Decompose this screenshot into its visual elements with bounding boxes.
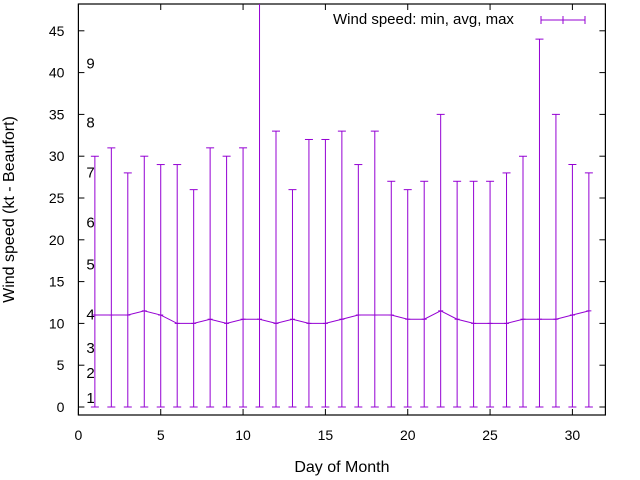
svg-text:25: 25 bbox=[482, 427, 498, 443]
svg-text:5: 5 bbox=[57, 357, 65, 373]
svg-text:7: 7 bbox=[86, 164, 94, 181]
svg-text:8: 8 bbox=[86, 114, 94, 131]
svg-text:2: 2 bbox=[86, 365, 94, 382]
svg-text:1: 1 bbox=[86, 390, 94, 407]
svg-text:15: 15 bbox=[49, 274, 65, 290]
svg-text:3: 3 bbox=[86, 340, 94, 357]
svg-text:Wind speed (kt - Beaufort): Wind speed (kt - Beaufort) bbox=[1, 116, 18, 303]
svg-text:15: 15 bbox=[318, 427, 334, 443]
svg-text:40: 40 bbox=[49, 65, 65, 81]
svg-text:20: 20 bbox=[400, 427, 416, 443]
svg-text:10: 10 bbox=[235, 427, 251, 443]
svg-text:10: 10 bbox=[49, 315, 65, 331]
svg-text:6: 6 bbox=[86, 215, 94, 232]
svg-text:5: 5 bbox=[157, 427, 165, 443]
svg-text:45: 45 bbox=[49, 23, 65, 39]
svg-text:35: 35 bbox=[49, 106, 65, 122]
svg-text:30: 30 bbox=[49, 148, 65, 164]
svg-text:20: 20 bbox=[49, 232, 65, 248]
svg-text:0: 0 bbox=[57, 399, 65, 415]
svg-text:0: 0 bbox=[75, 427, 83, 443]
svg-text:Wind speed: min, avg, max: Wind speed: min, avg, max bbox=[333, 11, 514, 28]
svg-text:30: 30 bbox=[565, 427, 581, 443]
svg-text:5: 5 bbox=[86, 256, 94, 273]
svg-text:Day of Month: Day of Month bbox=[294, 459, 389, 476]
svg-text:9: 9 bbox=[86, 56, 94, 73]
svg-text:25: 25 bbox=[49, 190, 65, 206]
